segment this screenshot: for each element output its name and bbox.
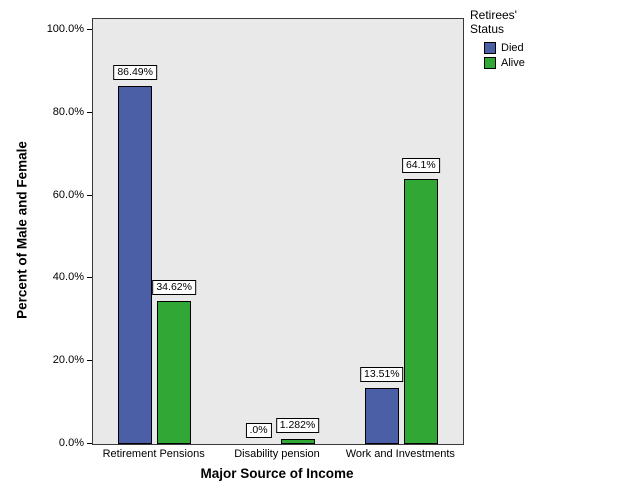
value-label-alive-1: 1.282%: [275, 417, 320, 433]
plot-area: 86.49% 34.62% .0% 1.282% 13.51% 64.1%: [92, 18, 464, 445]
bar-alive-1: [280, 438, 315, 444]
y-tick-mark: [87, 443, 92, 444]
value-label-alive-2: 64.1%: [401, 157, 440, 173]
legend-swatch-alive: [484, 57, 496, 69]
value-label-died-1: .0%: [245, 423, 272, 438]
y-tick-mark: [87, 111, 92, 113]
value-label-died-2: 13.51%: [360, 367, 404, 383]
x-axis-title: Major Source of Income: [200, 466, 354, 481]
legend-label-died: Died: [501, 42, 524, 54]
y-tick-mark: [87, 277, 92, 279]
y-tick-mark: [87, 194, 92, 196]
value-label-died-0: 86.49%: [113, 64, 157, 80]
y-tick-mark: [87, 360, 92, 362]
legend-items: Died Alive: [470, 42, 620, 69]
bar-alive-0: [157, 300, 192, 444]
bar-died-0: [118, 85, 153, 444]
bar-died-2: [364, 388, 399, 444]
y-tick-label: 20.0%: [52, 354, 84, 367]
legend-title: Retirees' Status: [470, 8, 517, 36]
y-tick-label: 80.0%: [52, 105, 84, 118]
y-tick-label: 100.0%: [46, 23, 84, 35]
legend-label-alive: Alive: [501, 57, 525, 69]
legend: Retirees' Status Died Alive: [470, 8, 620, 72]
y-tick-mark: [87, 29, 92, 30]
value-label-alive-0: 34.62%: [152, 279, 196, 295]
legend-swatch-died: [484, 42, 496, 54]
legend-item-alive: Alive: [484, 57, 620, 69]
bar-alive-2: [403, 178, 438, 444]
y-tick-label: 40.0%: [52, 271, 84, 284]
y-tick-label: 60.0%: [52, 188, 84, 201]
y-axis-title: Percent of Male and Female: [14, 141, 30, 319]
y-tick-label: 0.0%: [58, 437, 84, 449]
x-tick-label: Disability pension: [234, 448, 320, 460]
legend-item-died: Died: [484, 42, 620, 54]
x-tick-label: Retirement Pensions: [102, 448, 205, 460]
x-tick-label: Work and Investments: [345, 448, 455, 460]
